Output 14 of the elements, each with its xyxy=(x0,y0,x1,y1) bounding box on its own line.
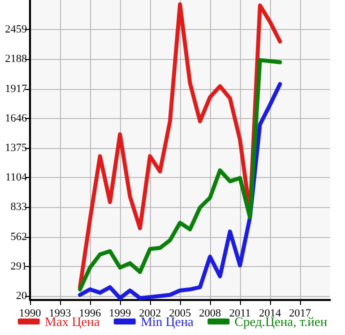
y-tick-label: 2459 xyxy=(5,24,28,36)
y-tick-label: 1646 xyxy=(5,112,28,124)
y-tick-label: 291 xyxy=(10,260,27,272)
y-tick-label: 562 xyxy=(10,230,27,243)
x-tick-label: 1996 xyxy=(79,308,102,320)
y-tick-label: 1917 xyxy=(5,82,28,95)
y-tick-label: 1104 xyxy=(5,172,28,184)
y-tick-label: 1375 xyxy=(5,142,28,154)
x-tick-label: 1990 xyxy=(19,308,42,320)
x-tick-label: 1999 xyxy=(109,308,132,320)
x-tick-label: 2008 xyxy=(199,308,222,320)
y-tick-label: 20 xyxy=(16,290,28,302)
y-tick-label: 833 xyxy=(10,201,28,214)
y-tick-label: 2188 xyxy=(5,53,28,66)
